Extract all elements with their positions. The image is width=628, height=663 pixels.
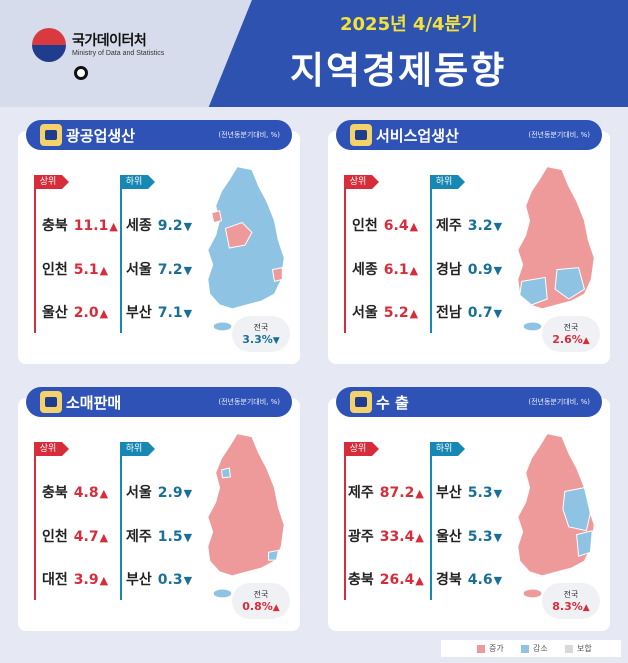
korea-map: [207, 433, 285, 598]
ship-icon: [350, 391, 372, 413]
map-region-seoul: [220, 467, 231, 479]
bottom-row: 경북 4.6▼: [436, 572, 503, 588]
bottom-bar: [430, 456, 432, 600]
top-row: 서울 5.2▲: [352, 305, 419, 321]
report-period: 2025년 4/4분기: [340, 14, 478, 35]
bottom-row: 서울 2.9▼: [126, 485, 193, 501]
top-row: 인천 5.1▲: [42, 262, 109, 278]
top-label: 상위: [344, 175, 379, 189]
legend-flat-swatch: [565, 645, 573, 653]
worker-icon: [350, 124, 372, 146]
bottom-row: 울산 5.3▼: [436, 529, 503, 545]
panel-title: 광공업생산: [66, 127, 136, 145]
map-legend: 증가 감소 보합: [441, 640, 621, 657]
map-jeju: [213, 322, 232, 331]
top-bar: [344, 456, 346, 600]
bottom-row: 경남 0.9▼: [436, 262, 503, 278]
top-row: 세종 6.1▲: [352, 262, 419, 278]
map-region-busan: [268, 549, 279, 561]
map-region-chungbuk: [224, 221, 253, 249]
map-jeju: [213, 589, 232, 598]
korea-map: [517, 433, 595, 598]
map-jeju: [523, 322, 542, 331]
top-row: 인천 4.7▲: [42, 529, 109, 545]
legend-flat-label: 보합: [577, 644, 592, 653]
bottom-row: 제주 1.5▼: [126, 529, 193, 545]
panel-header: 소매판매 (전년동분기대비, %): [26, 387, 292, 417]
map-region-busan-ulsan: [576, 530, 593, 557]
national-total: 전국 0.8%▲: [232, 583, 290, 619]
panel-title: 소매판매: [66, 394, 122, 412]
top-row: 대전 3.9▲: [42, 572, 109, 588]
top-row: 광주 33.4▲: [348, 529, 424, 545]
panel-header: 수 출 (전년동분기대비, %): [336, 387, 602, 417]
bottom-row: 전남 0.7▼: [436, 305, 503, 321]
bottom-row: 서울 7.2▼: [126, 262, 193, 278]
bottom-row: 부산 5.3▼: [436, 485, 503, 501]
korea-map: [207, 166, 285, 331]
panel-note: (전년동분기대비, %): [528, 131, 590, 139]
bottom-label: 하위: [120, 175, 155, 189]
panel-note: (전년동분기대비, %): [528, 398, 590, 406]
map-region-jeonnam: [519, 276, 548, 306]
top-row: 제주 87.2▲: [348, 485, 424, 501]
panel-retail-sales: 소매판매 (전년동분기대비, %) 상위 하위 충북 4.8▲ 인천 4.7▲ 대전…: [18, 387, 300, 631]
legend-decrease-swatch: [521, 645, 529, 653]
bottom-bar: [120, 189, 122, 333]
national-total: 전국 3.3%▼: [232, 316, 290, 352]
top-label: 상위: [34, 175, 69, 189]
top-row: 충북 4.8▲: [42, 485, 109, 501]
legend-decrease-label: 감소: [533, 644, 548, 653]
map-region-gyeongnam: [554, 267, 586, 300]
panel-title: 서비스업생산: [376, 127, 459, 145]
korea-map: [517, 166, 595, 331]
panel-note: (전년동분기대비, %): [218, 398, 280, 406]
top-bar: [344, 189, 346, 333]
map-mainland: [517, 433, 595, 577]
legend-increase-swatch: [477, 645, 485, 653]
top-label: 상위: [344, 442, 379, 456]
legend-increase-label: 증가: [489, 644, 504, 653]
top-bar: [34, 456, 36, 600]
bottom-row: 부산 0.3▼: [126, 572, 193, 588]
top-row: 울산 2.0▲: [42, 305, 109, 321]
shopping-bag-icon: [40, 391, 62, 413]
panel-header: 서비스업생산 (전년동분기대비, %): [336, 120, 602, 150]
bottom-label: 하위: [430, 175, 465, 189]
panel-services: 서비스업생산 (전년동분기대비, %) 상위 하위 인천 6.4▲ 세종 6.1▲ …: [328, 120, 610, 364]
bottom-bar: [430, 189, 432, 333]
map-jeju: [523, 589, 542, 598]
top-label: 상위: [34, 442, 69, 456]
top-bar: [34, 189, 36, 333]
bottom-row: 세종 9.2▼: [126, 218, 193, 234]
top-row: 충북 11.1▲: [42, 218, 118, 234]
panel-note: (전년동분기대비, %): [218, 131, 280, 139]
header-banner: 국가데이터처 Ministry of Data and Statistics 2…: [0, 0, 628, 107]
bottom-row: 제주 3.2▼: [436, 218, 503, 234]
bottom-bar: [120, 456, 122, 600]
panel-title: 수 출: [376, 394, 409, 412]
excavator-icon: [40, 124, 62, 146]
org-name-korean: 국가데이터처: [72, 33, 147, 49]
national-total: 전국 2.6%▲: [542, 316, 600, 352]
top-row: 충북 26.4▲: [348, 572, 424, 588]
bottom-label: 하위: [430, 442, 465, 456]
org-name-english: Ministry of Data and Statistics: [72, 50, 165, 57]
bottom-label: 하위: [120, 442, 155, 456]
map-region-gyeongbuk: [562, 487, 591, 532]
taegeuk-logo-icon: [32, 28, 88, 80]
page-title: 지역경제동향: [290, 49, 507, 92]
map-region-incheon: [211, 210, 223, 224]
map-region-ulsan: [271, 267, 283, 282]
panel-exports: 수 출 (전년동분기대비, %) 상위 하위 제주 87.2▲ 광주 33.4▲ 충…: [328, 387, 610, 631]
bottom-row: 부산 7.1▼: [126, 305, 193, 321]
panel-header: 광공업생산 (전년동분기대비, %): [26, 120, 292, 150]
top-row: 인천 6.4▲: [352, 218, 419, 234]
national-total: 전국 8.3%▲: [542, 583, 600, 619]
panel-mining-manufacturing: 광공업생산 (전년동분기대비, %) 상위 하위 충북 11.1▲ 인천 5.1▲ …: [18, 120, 300, 364]
